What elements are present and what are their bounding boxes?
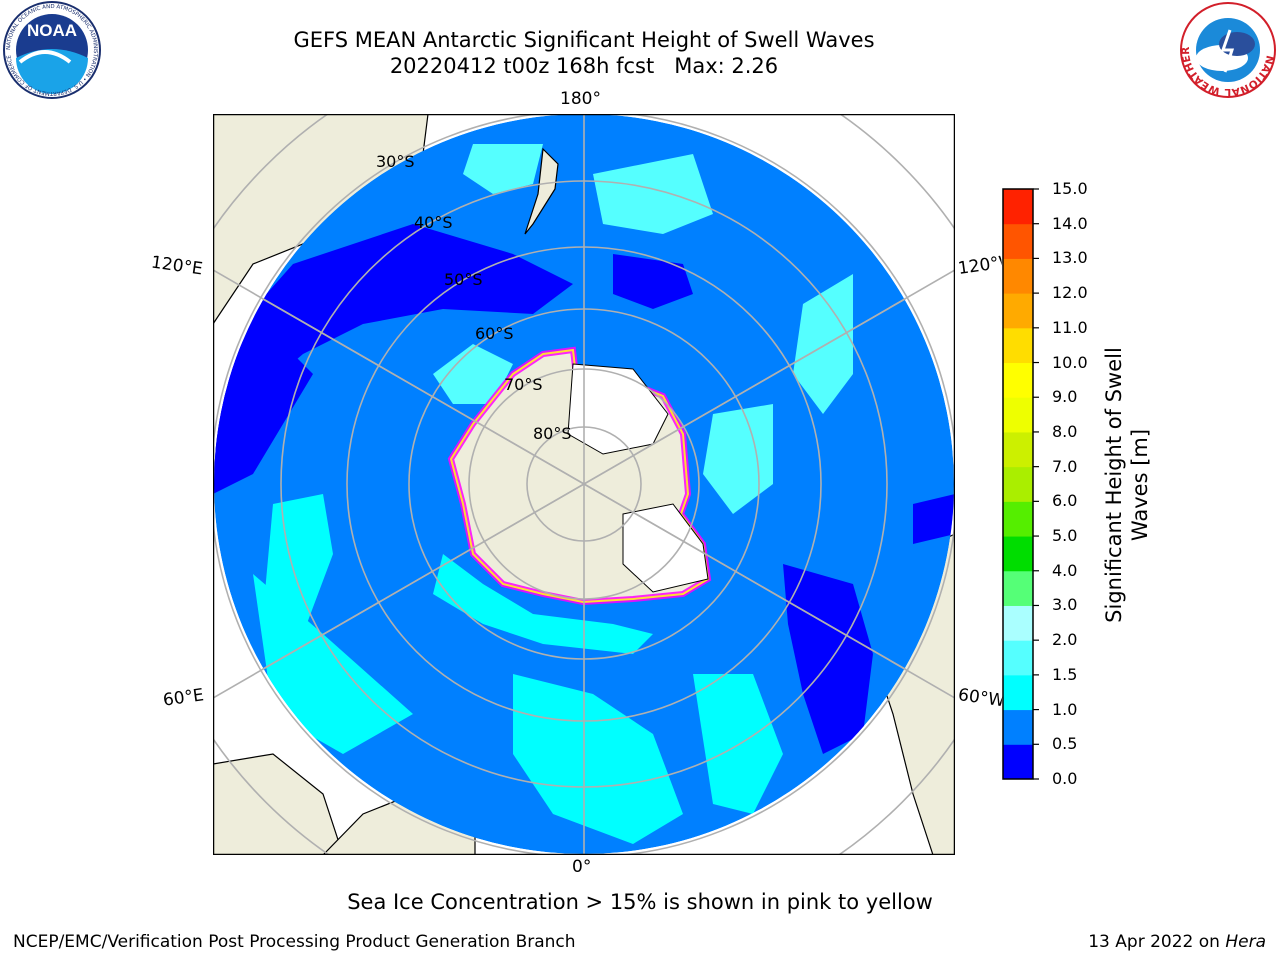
ocean-low-indian [214, 224, 573, 474]
colorbar-tick-label: 0.5 [1052, 734, 1078, 754]
land-madagascar-area [213, 753, 344, 855]
colorbar-segment [1003, 362, 1033, 398]
colorbar-segment [1003, 189, 1033, 225]
colorbar-frame [1002, 188, 1034, 780]
map-frame [213, 114, 955, 855]
colorbar-segment [1003, 501, 1033, 537]
lat-label-70s: 70°S [504, 375, 543, 394]
colorbar-segment [1003, 536, 1033, 572]
colorbar-tick-label: 0.0 [1052, 769, 1078, 788]
colorbar-tick-label: 3.0 [1052, 595, 1078, 615]
ocean-high-south-atlantic [513, 674, 683, 844]
colorbar-tick-label: 10.0 [1052, 352, 1088, 372]
ocean-high-1 [463, 144, 543, 194]
land-new-zealand [524, 147, 559, 235]
colorbar-segment [1003, 744, 1033, 780]
colorbar-tick-label: 14.0 [1052, 213, 1088, 233]
footer-date: 13 Apr 2022 on Hera [1088, 932, 1266, 952]
graticule [213, 114, 955, 855]
lon-label-0: 0° [572, 857, 592, 877]
ronne-ice-shelf [622, 503, 709, 593]
lon-label-120e: 120°E [149, 252, 204, 280]
colorbar-tick-label: 5.0 [1052, 526, 1078, 546]
colorbar-tick-label: 1.5 [1052, 664, 1078, 684]
noaa-logo: NOAA NATIONAL OCEANIC AND ATMOSPHERIC AD… [3, 1, 101, 99]
colorbar-tick-label: 11.0 [1052, 317, 1088, 337]
colorbar-segment [1003, 709, 1033, 745]
lon-label-60w: 60°W [956, 685, 1004, 711]
colorbar-tick-label: 6.0 [1052, 491, 1078, 511]
nws-logo: NATIONAL WEATHER SERVICE [1175, 0, 1276, 98]
colorbar-tick-label: 4.0 [1052, 560, 1078, 580]
footer-credit: NCEP/EMC/Verification Post Processing Pr… [13, 932, 576, 952]
noaa-logo-text: NOAA [27, 21, 77, 40]
lat-label-30s: 30°S [376, 152, 415, 171]
colorbar-tick-label: 15.0 [1052, 179, 1088, 198]
colorbar-segment [1003, 640, 1033, 676]
ocean-low-tasman [613, 254, 693, 309]
lat-label-60s: 60°S [475, 324, 514, 343]
chart-title: GEFS MEAN Antarctic Significant Height o… [293, 28, 875, 52]
colorbar-tick-label: 9.0 [1052, 387, 1078, 407]
colorbar-segment [1003, 674, 1033, 711]
sea-ice-note: Sea Ice Concentration > 15% is shown in … [347, 890, 933, 914]
colorbar-segment [1003, 327, 1033, 364]
lat-label-80s: 80°S [533, 424, 572, 443]
footer-date-text: 13 Apr 2022 on [1088, 932, 1226, 952]
ocean-high-weddell [433, 554, 653, 654]
colorbar-tick-label: 1.0 [1052, 699, 1078, 719]
colorbar-segment [1003, 605, 1033, 641]
colorbar-segment [1003, 431, 1033, 468]
colorbar-segment [1003, 258, 1033, 294]
colorbar-segment [1003, 466, 1033, 502]
colorbar [1002, 188, 1039, 780]
colorbar-tick-label: 2.0 [1052, 630, 1078, 650]
polar-map [213, 114, 955, 855]
colorbar-tick-label: 7.0 [1052, 456, 1078, 476]
lon-label-60e: 60°E [161, 685, 206, 711]
lon-label-120w: 120°W [956, 253, 1004, 279]
lon-label-180: 180° [560, 89, 601, 109]
colorbar-tick-label: 13.0 [1052, 248, 1088, 268]
colorbar-segment [1003, 397, 1033, 433]
lat-label-40s: 40°S [414, 213, 453, 232]
colorbar-segment [1003, 570, 1033, 606]
chart-subtitle: 20220412 t00z 168h fcst Max: 2.26 [389, 54, 779, 78]
colorbar-segment [1003, 223, 1033, 259]
colorbar-label: Significant Height of Swell Waves [m] [1102, 347, 1152, 623]
lat-label-50s: 50°S [444, 270, 483, 289]
colorbar-segment [1003, 293, 1033, 329]
footer-host: Hera [1225, 932, 1266, 952]
colorbar-tick-label: 12.0 [1052, 283, 1088, 303]
colorbar-tick-label: 8.0 [1052, 421, 1078, 441]
